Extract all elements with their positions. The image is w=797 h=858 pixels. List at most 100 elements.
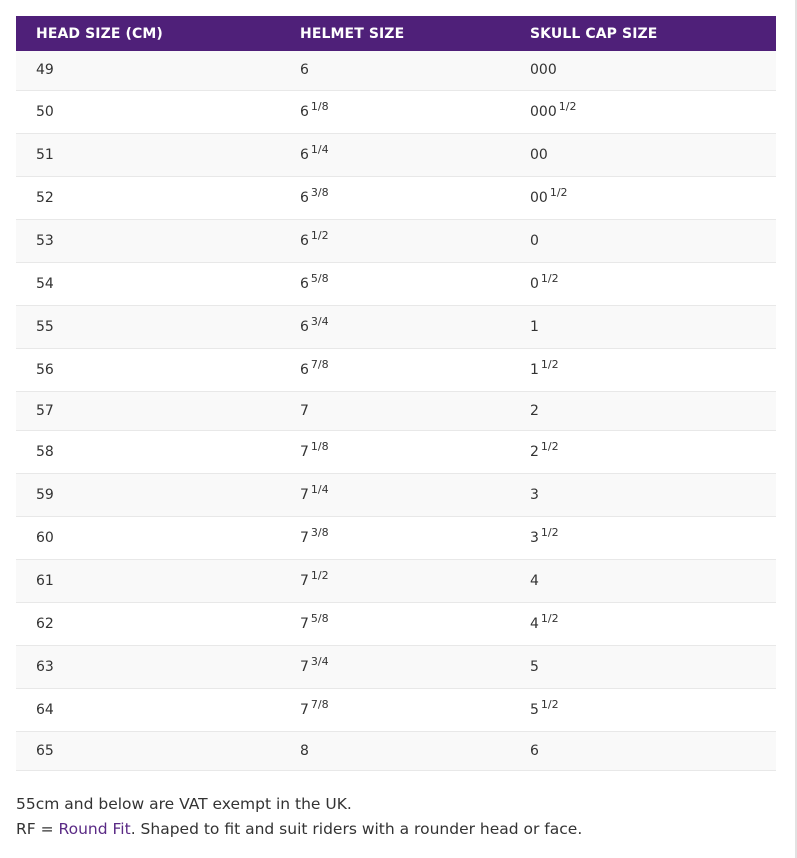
head-size-cell: 55	[16, 305, 280, 349]
head-size-cell-value: 50	[36, 103, 54, 120]
head-size-cell-value: 62	[36, 615, 54, 632]
helmet-size-cell: 7 3/4	[280, 645, 510, 689]
head-size-cell-value: 56	[36, 361, 54, 378]
table-body: 49 6 000 50 6 1/8 000 1/2 51 6 1/4 00 52 6 3/8 00 1/2 53 6…	[16, 51, 776, 771]
rf-suffix: . Shaped to fit and suit riders with a r…	[130, 820, 583, 838]
table-row: 65 8 6	[16, 731, 776, 771]
helmet-size-cell: 7 3/8	[280, 516, 510, 560]
helmet-size-cell-value: 7	[300, 615, 309, 632]
helmet-size-cell-value: 6	[300, 146, 309, 163]
table-row: 53 6 1/2 0	[16, 219, 776, 263]
skull-cap-size-cell-value: 2	[530, 402, 539, 419]
skull-cap-size-cell: 0 1/2	[510, 262, 776, 306]
helmet-size-cell: 6 7/8	[280, 348, 510, 392]
head-size-cell-value: 57	[36, 402, 54, 419]
header-head-size: HEAD SIZE (CM)	[16, 16, 280, 51]
skull-cap-size-cell-value: 5	[530, 658, 539, 675]
skull-cap-size-cell: 6	[510, 731, 776, 771]
table-row: 56 6 7/8 1 1/2	[16, 348, 776, 392]
helmet-size-cell-value: 8	[300, 742, 309, 759]
helmet-size-cell-fraction: 7/8	[310, 697, 329, 711]
skull-cap-size-cell: 3 1/2	[510, 516, 776, 560]
skull-cap-size-cell: 5	[510, 645, 776, 689]
helmet-size-cell: 7 5/8	[280, 602, 510, 646]
skull-cap-size-cell: 00	[510, 133, 776, 177]
head-size-cell-value: 55	[36, 318, 54, 335]
head-size-cell: 64	[16, 688, 280, 732]
helmet-size-cell: 6 1/4	[280, 133, 510, 177]
head-size-cell-value: 52	[36, 189, 54, 206]
skull-cap-size-cell-fraction: 1/2	[540, 357, 559, 371]
head-size-cell: 62	[16, 602, 280, 646]
size-notes: 55cm and below are VAT exempt in the UK.…	[16, 792, 582, 842]
skull-cap-size-cell-value: 00	[530, 146, 548, 163]
skull-cap-size-cell-fraction: 1/2	[558, 99, 577, 113]
helmet-size-cell-value: 7	[300, 658, 309, 675]
skull-cap-size-cell: 5 1/2	[510, 688, 776, 732]
helmet-size-cell-value: 6	[300, 275, 309, 292]
table-row: 52 6 3/8 00 1/2	[16, 176, 776, 220]
head-size-cell-value: 60	[36, 529, 54, 546]
helmet-size-cell-fraction: 5/8	[310, 271, 329, 285]
head-size-cell: 60	[16, 516, 280, 560]
skull-cap-size-cell-fraction: 1/2	[540, 525, 559, 539]
helmet-size-cell-value: 7	[300, 701, 309, 718]
skull-cap-size-cell-fraction: 1/2	[540, 611, 559, 625]
size-chart-table: HEAD SIZE (CM) HELMET SIZE SKULL CAP SIZ…	[16, 16, 776, 771]
table-header-row: HEAD SIZE (CM) HELMET SIZE SKULL CAP SIZ…	[16, 16, 776, 51]
table-row: 62 7 5/8 4 1/2	[16, 602, 776, 646]
head-size-cell-value: 49	[36, 62, 54, 79]
skull-cap-size-cell-fraction: 1/2	[540, 697, 559, 711]
skull-cap-size-cell: 0	[510, 219, 776, 263]
skull-cap-size-cell-fraction: 1/2	[540, 439, 559, 453]
helmet-size-cell-fraction: 1/8	[310, 439, 329, 453]
helmet-size-cell: 6 3/4	[280, 305, 510, 349]
helmet-size-cell-fraction: 3/4	[310, 654, 329, 668]
table-row: 57 7 2	[16, 391, 776, 431]
round-fit-link[interactable]: Round Fit	[58, 820, 131, 838]
helmet-size-cell-value: 7	[300, 486, 309, 503]
helmet-size-cell: 7 7/8	[280, 688, 510, 732]
skull-cap-size-cell-value: 3	[530, 529, 539, 546]
table-row: 51 6 1/4 00	[16, 133, 776, 177]
helmet-size-cell: 8	[280, 731, 510, 771]
skull-cap-size-cell: 2 1/2	[510, 430, 776, 474]
helmet-size-cell-value: 6	[300, 361, 309, 378]
table-row: 63 7 3/4 5	[16, 645, 776, 689]
skull-cap-size-cell: 4 1/2	[510, 602, 776, 646]
head-size-cell: 59	[16, 473, 280, 517]
head-size-cell-value: 53	[36, 232, 54, 249]
helmet-size-cell: 6	[280, 51, 510, 91]
table-row: 58 7 1/8 2 1/2	[16, 430, 776, 474]
head-size-cell-value: 65	[36, 742, 54, 759]
skull-cap-size-cell: 3	[510, 473, 776, 517]
head-size-cell-value: 61	[36, 572, 54, 589]
vat-note: 55cm and below are VAT exempt in the UK.	[16, 795, 352, 813]
rf-prefix: RF =	[16, 820, 59, 838]
helmet-size-cell: 6 3/8	[280, 176, 510, 220]
helmet-size-cell-fraction: 1/2	[310, 228, 329, 242]
skull-cap-size-cell: 2	[510, 391, 776, 431]
helmet-size-cell: 7 1/4	[280, 473, 510, 517]
skull-cap-size-cell-fraction: 1/2	[540, 271, 559, 285]
helmet-size-cell-value: 7	[300, 443, 309, 460]
skull-cap-size-cell: 4	[510, 559, 776, 603]
page-edge-divider	[795, 0, 797, 858]
head-size-cell: 58	[16, 430, 280, 474]
skull-cap-size-cell: 000	[510, 51, 776, 91]
skull-cap-size-cell-value: 4	[530, 615, 539, 632]
skull-cap-size-cell: 1 1/2	[510, 348, 776, 392]
table-row: 59 7 1/4 3	[16, 473, 776, 517]
table-row: 49 6 000	[16, 51, 776, 91]
helmet-size-cell: 7 1/8	[280, 430, 510, 474]
head-size-cell-value: 58	[36, 443, 54, 460]
helmet-size-cell-fraction: 1/4	[310, 482, 329, 496]
head-size-cell: 61	[16, 559, 280, 603]
skull-cap-size-cell-value: 1	[530, 361, 539, 378]
table-row: 50 6 1/8 000 1/2	[16, 90, 776, 134]
skull-cap-size-cell-value: 1	[530, 318, 539, 335]
head-size-cell: 65	[16, 731, 280, 771]
helmet-size-cell-fraction: 1/4	[310, 142, 329, 156]
head-size-cell: 57	[16, 391, 280, 431]
helmet-size-cell-value: 6	[300, 62, 309, 79]
